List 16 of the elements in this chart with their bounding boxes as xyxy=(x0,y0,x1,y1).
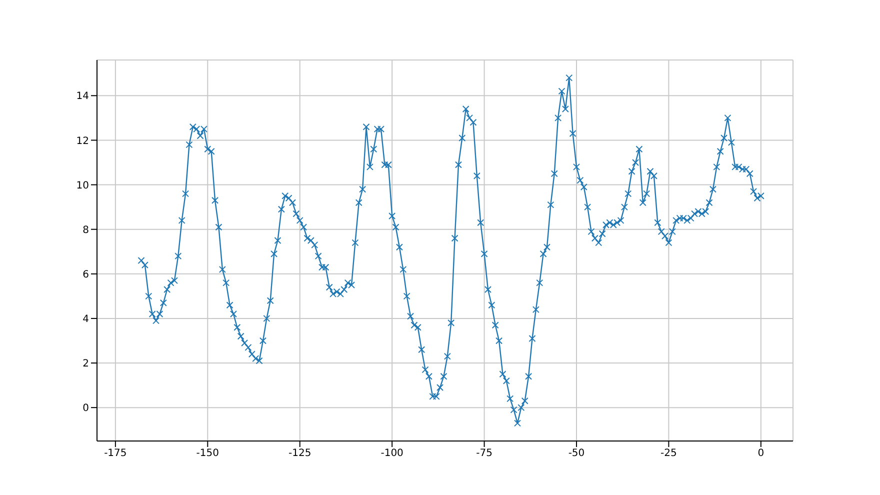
x-tick-label: -150 xyxy=(196,448,220,460)
y-tick-label: 4 xyxy=(82,314,89,326)
y-tick-label: 6 xyxy=(82,269,89,280)
x-tick-label: -125 xyxy=(288,448,312,460)
y-tick-label: 0 xyxy=(82,403,89,414)
y-tick-label: 2 xyxy=(82,358,89,370)
x-tick-label: -50 xyxy=(568,448,585,460)
y-tick-label: 12 xyxy=(76,136,89,147)
y-tick-label: 8 xyxy=(82,224,89,236)
x-tick-label: -25 xyxy=(660,448,677,460)
x-tick-label: -75 xyxy=(476,448,492,460)
x-tick-label: -100 xyxy=(380,448,404,460)
y-tick-label: 14 xyxy=(76,91,89,102)
x-tick-label: 0 xyxy=(758,448,764,460)
x-tick-label: -175 xyxy=(104,448,127,460)
y-tick-label: 10 xyxy=(76,180,89,192)
